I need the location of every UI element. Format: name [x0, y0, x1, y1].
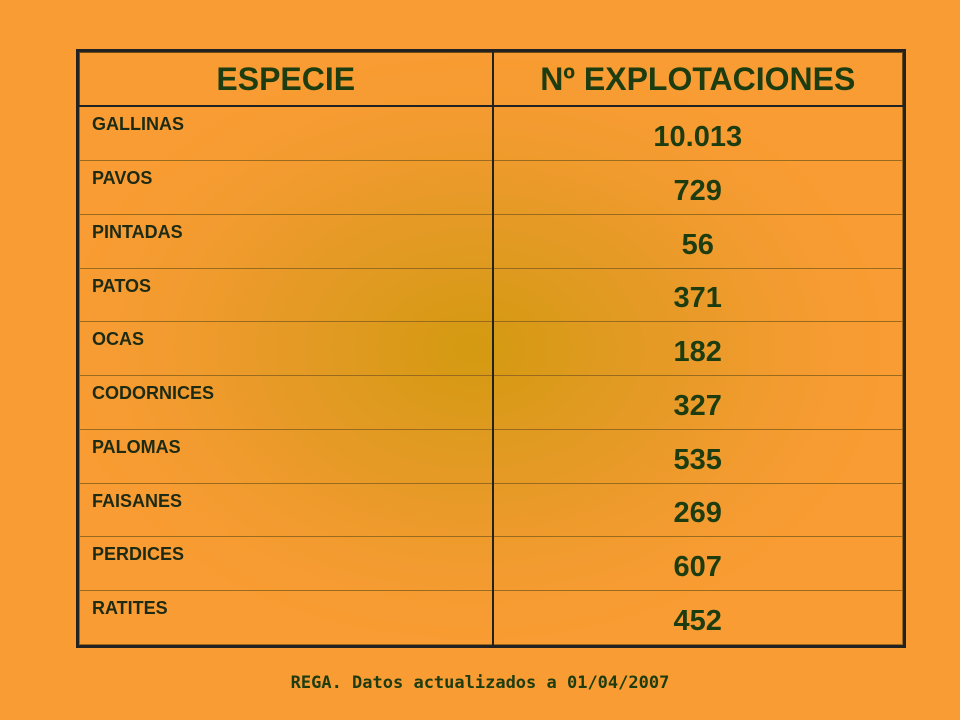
table-row: FAISANES 269 [79, 482, 903, 538]
table-row: PINTADAS 56 [79, 213, 903, 269]
table-row: PATOS 371 [79, 267, 903, 323]
count-cell: 607 [492, 536, 903, 592]
table-row: PALOMAS 535 [79, 428, 903, 484]
table-row: CODORNICES 327 [79, 375, 903, 430]
table-row: PAVOS 729 [79, 159, 903, 215]
table-row: RATITES 452 [79, 590, 903, 645]
species-cell: PINTADAS [79, 213, 494, 269]
table-header-row: ESPECIE Nº EXPLOTACIONES [79, 52, 903, 107]
species-cell: PERDICES [79, 536, 494, 592]
species-cell: OCAS [79, 321, 494, 377]
species-cell: PALOMAS [79, 428, 494, 484]
species-cell: PAVOS [79, 159, 494, 215]
species-cell: CODORNICES [79, 375, 494, 430]
source-footnote: REGA. Datos actualizados a 01/04/2007 [290, 673, 670, 693]
table-body: GALLINAS 10.013 PAVOS 729 PINTADAS 56 PA… [79, 105, 903, 645]
count-cell: 56 [492, 213, 903, 269]
count-cell: 10.013 [492, 105, 903, 161]
table-row: GALLINAS 10.013 [79, 105, 903, 161]
count-cell: 535 [492, 428, 903, 484]
species-table-container: ESPECIE Nº EXPLOTACIONES GALLINAS 10.013… [76, 49, 906, 648]
count-cell: 371 [492, 267, 903, 323]
count-cell: 327 [492, 375, 903, 430]
species-cell: PATOS [79, 267, 494, 323]
header-especie: ESPECIE [79, 52, 494, 107]
species-table: ESPECIE Nº EXPLOTACIONES GALLINAS 10.013… [79, 52, 903, 645]
table-row: OCAS 182 [79, 321, 903, 377]
species-cell: RATITES [79, 590, 494, 645]
header-explotaciones: Nº EXPLOTACIONES [492, 52, 903, 107]
species-cell: GALLINAS [79, 105, 494, 161]
table-row: PERDICES 607 [79, 536, 903, 592]
count-cell: 182 [492, 321, 903, 377]
count-cell: 729 [492, 159, 903, 215]
count-cell: 269 [492, 482, 903, 538]
count-cell: 452 [492, 590, 903, 645]
species-cell: FAISANES [79, 482, 494, 538]
